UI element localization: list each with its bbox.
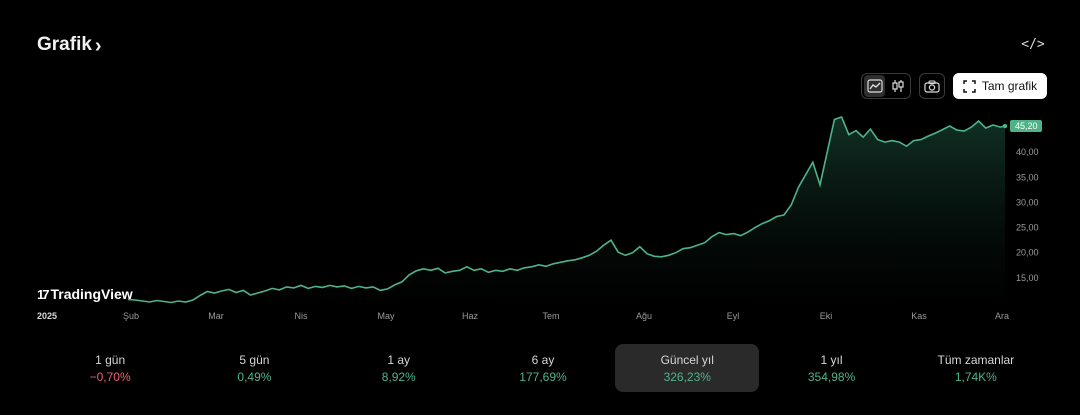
last-point-marker [1002, 123, 1008, 129]
last-price-value: 45,20 [1015, 121, 1038, 131]
code-icon: </> [1021, 36, 1045, 52]
period-change: 326,23% [663, 369, 711, 384]
period-label: Güncel yıl [660, 352, 714, 367]
x-tick-label: Şub [123, 311, 139, 321]
period-all[interactable]: Tüm zamanlar 1,74K% [904, 344, 1048, 392]
x-tick-label: Kas [911, 311, 927, 321]
chart-title: Grafik [37, 34, 92, 55]
x-tick-label: Ara [995, 311, 1009, 321]
last-price-tag: 45,20 [1010, 120, 1042, 133]
period-selector: 1 gün −0,70% 5 gün 0,49% 1 ay 8,92% 6 ay… [38, 344, 1048, 392]
period-label: Tüm zamanlar [937, 352, 1015, 367]
chevron-right-icon: › [94, 34, 102, 57]
x-tick-label: Eki [820, 311, 833, 321]
x-tick-label: May [377, 311, 395, 321]
period-1m[interactable]: 1 ay 8,92% [327, 344, 471, 392]
period-6m[interactable]: 6 ay 177,69% [471, 344, 615, 392]
candlestick-icon [891, 80, 904, 92]
price-line [127, 115, 1006, 304]
period-1y[interactable]: 1 yıl 354,98% [759, 344, 903, 392]
y-tick-label: 20,00 [1016, 248, 1039, 258]
tradingview-mark-icon: 17 [37, 286, 50, 302]
y-tick-label: 40,00 [1016, 147, 1039, 157]
expand-icon [963, 79, 976, 93]
x-tick-label: Haz [462, 311, 479, 321]
period-label: 1 yıl [820, 352, 843, 367]
camera-icon [924, 79, 940, 93]
y-axis: 15,00 20,00 25,00 30,00 35,00 40,00 [1016, 147, 1039, 283]
period-change: 0,49% [237, 369, 272, 384]
period-1d[interactable]: 1 gün −0,70% [38, 344, 182, 392]
x-tick-label: Nis [295, 311, 308, 321]
area-chart-button[interactable] [864, 75, 885, 97]
candlestick-chart-button[interactable] [887, 75, 908, 97]
period-change: 177,69% [519, 369, 567, 384]
period-label: 5 gün [239, 352, 270, 367]
price-chart[interactable]: 15,00 20,00 25,00 30,00 35,00 40,00 2025 Şub Ma… [0, 0, 1080, 330]
last-price-badge [1010, 120, 1042, 133]
price-area [128, 117, 1005, 303]
period-label: 1 gün [95, 352, 126, 367]
x-tick-label: Ağu [636, 311, 652, 321]
period-change: 8,92% [381, 369, 416, 384]
tradingview-logo: 17 TradingView [37, 286, 133, 302]
y-tick-label: 25,00 [1016, 223, 1039, 233]
period-label: 1 ay [387, 352, 411, 367]
x-tick-label: Eyl [727, 311, 740, 321]
x-tick-label: Mar [208, 311, 224, 321]
period-change: 354,98% [807, 369, 856, 384]
x-tick-label: 2025 [37, 311, 57, 321]
x-axis: 2025 Şub Mar Nis May Haz Tem Ağu Eyl Eki Kas Ara [37, 311, 1009, 321]
chart-title-link[interactable]: Grafik › [37, 34, 102, 56]
full-chart-button[interactable]: Tam grafik [953, 73, 1047, 99]
y-tick-label: 35,00 [1016, 172, 1039, 182]
y-tick-label: 30,00 [1016, 197, 1039, 207]
area-chart-icon [866, 79, 883, 93]
tradingview-wordmark: TradingView [50, 286, 133, 302]
period-label: 6 ay [531, 352, 555, 367]
full-chart-label: Tam grafik [981, 79, 1038, 93]
embed-code-button[interactable]: </> [1021, 34, 1045, 54]
snapshot-button[interactable] [919, 73, 945, 99]
period-change: −0,70% [89, 369, 131, 384]
period-5d[interactable]: 5 gün 0,49% [182, 344, 326, 392]
y-tick-label: 15,00 [1016, 273, 1039, 283]
period-ytd[interactable]: Güncel yıl 326,23% [615, 344, 760, 392]
chart-type-toggle [861, 73, 911, 99]
period-change: 1,74K% [954, 369, 997, 384]
x-tick-label: Tem [542, 311, 559, 321]
